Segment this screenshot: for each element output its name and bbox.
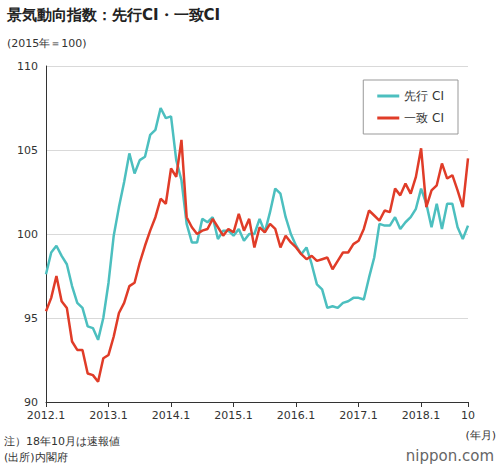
svg-text:2015.1: 2015.1	[214, 409, 253, 422]
svg-text:95: 95	[24, 312, 38, 325]
svg-text:2012.1: 2012.1	[27, 409, 66, 422]
svg-text:10: 10	[461, 409, 475, 422]
svg-text:2016.1: 2016.1	[277, 409, 316, 422]
svg-text:(年月): (年月)	[465, 429, 496, 442]
svg-text:110: 110	[17, 60, 38, 73]
svg-text:2013.1: 2013.1	[89, 409, 128, 422]
svg-text:100: 100	[17, 228, 38, 241]
svg-text:景気動向指数：先行CI・一致CI: 景気動向指数：先行CI・一致CI	[6, 6, 220, 24]
svg-text:(2015年＝100): (2015年＝100)	[7, 37, 87, 50]
svg-text:2014.1: 2014.1	[152, 409, 191, 422]
svg-text:105: 105	[17, 144, 38, 157]
svg-text:(出所)内閣府: (出所)内閣府	[4, 451, 68, 464]
svg-text:nippon.com: nippon.com	[406, 447, 494, 465]
svg-text:注）18年10月は速報値: 注）18年10月は速報値	[4, 435, 120, 448]
svg-text:先行 CI: 先行 CI	[404, 89, 444, 103]
svg-text:一致 CI: 一致 CI	[404, 111, 444, 125]
svg-text:90: 90	[24, 396, 38, 409]
svg-text:2018.1: 2018.1	[402, 409, 441, 422]
svg-text:2017.1: 2017.1	[339, 409, 378, 422]
